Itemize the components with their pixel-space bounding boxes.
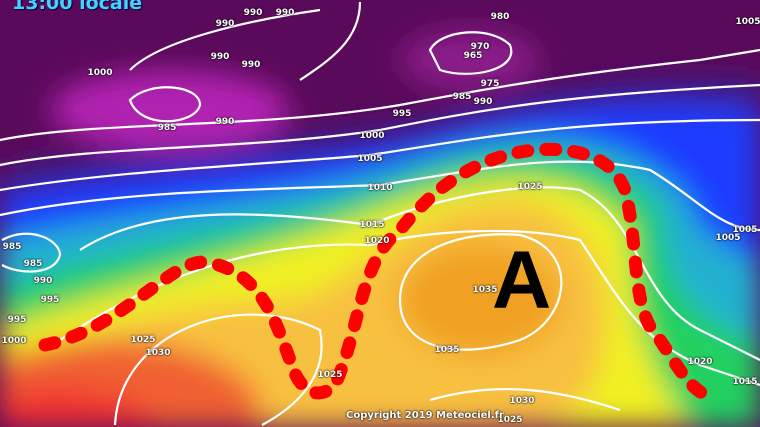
isobar-label: 1030 [145, 348, 171, 358]
isobar-label: 1000 [87, 68, 113, 78]
isobar-label: 1020 [687, 357, 713, 367]
ridge-axis-line [38, 142, 719, 405]
isobar-label: 985 [23, 259, 43, 269]
isobar-label: 1000 [1, 336, 27, 346]
isobar-label: 990 [473, 97, 493, 107]
isobar-label: 990 [210, 52, 230, 62]
isobar-label: 990 [275, 8, 295, 18]
isobar-label: 975 [480, 79, 500, 89]
isobar-label: 965 [463, 51, 483, 61]
isobar-label: 1020 [364, 236, 390, 246]
isobar-label: 985 [452, 92, 472, 102]
isobar-label: 990 [33, 276, 53, 286]
isobar-label: 1025 [497, 415, 523, 425]
isobar-label: 1010 [367, 183, 393, 193]
isobar-label: 990 [215, 117, 235, 127]
isobar-label: 1015 [359, 220, 385, 230]
isobar-label: 1000 [359, 131, 385, 141]
isobar-label: 980 [490, 12, 510, 22]
pressure-field [0, 30, 760, 427]
isobar-label: 995 [40, 295, 60, 305]
copyright-text: Copyright 2019 Meteociel.fr [346, 410, 504, 421]
isobar-label: 1025 [517, 182, 543, 192]
isobar-label: 1015 [732, 377, 758, 387]
isobar-label: 1035 [434, 345, 460, 355]
isobar-label: 990 [215, 19, 235, 29]
isobar-label: 970 [470, 42, 490, 52]
isobar-label: 1025 [130, 335, 156, 345]
isobar-label: 995 [392, 109, 412, 119]
isobar-label: 990 [241, 60, 261, 70]
isobar-label: 1005 [735, 17, 760, 27]
isobar-label: 1025 [317, 370, 343, 380]
isobar-label: 1035 [472, 285, 498, 295]
map-title: 13:00 locale [12, 0, 143, 14]
isobar-label: 1005 [357, 154, 383, 164]
isobar-label: 990 [243, 8, 263, 18]
isobar-label: 1005 [732, 225, 758, 235]
isobar-label: 1005 [715, 233, 741, 243]
isobar-label: 985 [157, 123, 177, 133]
high-pressure-label: A [492, 235, 552, 326]
isobar-label: 1030 [509, 396, 535, 406]
isobar-label: 985 [2, 242, 22, 252]
isobar-label: 995 [7, 315, 27, 325]
